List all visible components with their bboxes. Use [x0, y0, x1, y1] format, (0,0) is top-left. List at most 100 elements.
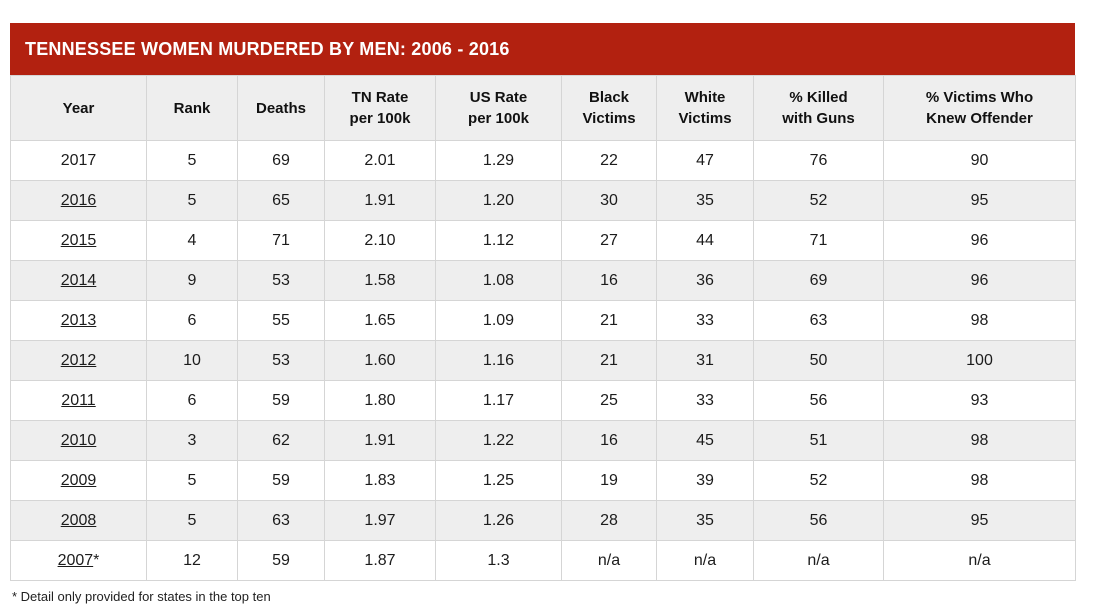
year-link[interactable]: 2008	[60, 511, 97, 529]
tn-rate-cell: 1.58	[324, 260, 436, 301]
rank-cell: 12	[146, 540, 238, 581]
white-victims-cell: 47	[656, 140, 754, 181]
pct-knew-offender-cell: 98	[883, 300, 1076, 341]
pct-killed-with-guns-cell: 71	[753, 220, 884, 261]
year-cell: 2012	[10, 340, 147, 381]
black-victims-cell: 19	[561, 460, 657, 501]
pct-knew-offender-cell: 100	[883, 340, 1076, 381]
pct-killed-with-guns-cell: 69	[753, 260, 884, 301]
table-row: 2010 3 62 1.91 1.22 16 45 51 98	[10, 420, 1076, 461]
table-row: 2007* 12 59 1.87 1.3 n/a n/a n/a n/a	[10, 540, 1076, 581]
tn-rate-cell: 1.65	[324, 300, 436, 341]
year-link[interactable]: 2015	[60, 231, 97, 249]
us-rate-cell: 1.20	[435, 180, 562, 221]
year-cell: 2013	[10, 300, 147, 341]
pct-knew-offender-cell: 95	[883, 180, 1076, 221]
us-rate-cell: 1.17	[435, 380, 562, 421]
black-victims-cell: 21	[561, 300, 657, 341]
deaths-cell: 71	[237, 220, 325, 261]
table-body: 2017 5 69 2.01 1.29 22 47 76 90 2016 5 65 1.91 1.20 30…	[10, 140, 1076, 581]
rank-cell: 5	[146, 140, 238, 181]
pct-killed-with-guns-cell: 56	[753, 500, 884, 541]
year-link[interactable]: 2013	[60, 311, 97, 329]
table-header: Year Rank Deaths TN Rate per 100k US Rat…	[10, 75, 1076, 141]
us-rate-cell: 1.26	[435, 500, 562, 541]
year-link[interactable]: 2014	[60, 271, 97, 289]
pct-knew-offender-cell: 98	[883, 460, 1076, 501]
white-victims-cell: 33	[656, 300, 754, 341]
pct-knew-offender-cell: 93	[883, 380, 1076, 421]
pct-killed-with-guns-cell: 52	[753, 180, 884, 221]
pct-killed-with-guns-cell: 56	[753, 380, 884, 421]
pct-killed-with-guns-cell: 76	[753, 140, 884, 181]
table-row: 2012 10 53 1.60 1.16 21 31 50 100	[10, 340, 1076, 381]
white-victims-cell: 31	[656, 340, 754, 381]
white-victims-cell: 33	[656, 380, 754, 421]
black-victims-cell: 16	[561, 260, 657, 301]
rank-cell: 4	[146, 220, 238, 261]
deaths-cell: 59	[237, 380, 325, 421]
year-link[interactable]: 2009	[60, 471, 97, 489]
year-cell: 2015	[10, 220, 147, 261]
rank-cell: 9	[146, 260, 238, 301]
table-row: 2013 6 55 1.65 1.09 21 33 63 98	[10, 300, 1076, 341]
deaths-cell: 62	[237, 420, 325, 461]
tn-rate-cell: 1.60	[324, 340, 436, 381]
column-header-black-victims: Black Victims	[561, 75, 657, 141]
pct-knew-offender-cell: 98	[883, 420, 1076, 461]
column-header-year: Year	[10, 75, 147, 141]
year-link[interactable]: 2012	[60, 351, 97, 369]
deaths-cell: 69	[237, 140, 325, 181]
us-rate-cell: 1.09	[435, 300, 562, 341]
black-victims-cell: 28	[561, 500, 657, 541]
white-victims-cell: 35	[656, 500, 754, 541]
year-cell: 2010	[10, 420, 147, 461]
rank-cell: 6	[146, 300, 238, 341]
tn-rate-cell: 1.91	[324, 180, 436, 221]
footnote: * Detail only provided for states in the…	[12, 589, 271, 604]
us-rate-cell: 1.22	[435, 420, 562, 461]
column-header-tn-rate: TN Rate per 100k	[324, 75, 436, 141]
year-link[interactable]: 2007	[57, 551, 94, 569]
rank-cell: 5	[146, 460, 238, 501]
rank-cell: 5	[146, 500, 238, 541]
pct-knew-offender-cell: 90	[883, 140, 1076, 181]
white-victims-cell: 44	[656, 220, 754, 261]
black-victims-cell: 30	[561, 180, 657, 221]
header-row: Year Rank Deaths TN Rate per 100k US Rat…	[10, 75, 1076, 141]
year-cell: 2009	[10, 460, 147, 501]
pct-knew-offender-cell: 96	[883, 220, 1076, 261]
title-banner: TENNESSEE WOMEN MURDERED BY MEN: 2006 - …	[10, 23, 1075, 75]
pct-killed-with-guns-cell: 50	[753, 340, 884, 381]
column-header-pct-guns: % Killed with Guns	[753, 75, 884, 141]
us-rate-cell: 1.12	[435, 220, 562, 261]
column-header-deaths: Deaths	[237, 75, 325, 141]
column-header-white-victims: White Victims	[656, 75, 754, 141]
rank-cell: 3	[146, 420, 238, 461]
rank-cell: 6	[146, 380, 238, 421]
tn-rate-cell: 1.83	[324, 460, 436, 501]
pct-killed-with-guns-cell: 52	[753, 460, 884, 501]
table-row: 2016 5 65 1.91 1.20 30 35 52 95	[10, 180, 1076, 221]
pct-killed-with-guns-cell: 63	[753, 300, 884, 341]
tn-rate-cell: 1.97	[324, 500, 436, 541]
deaths-cell: 65	[237, 180, 325, 221]
deaths-cell: 59	[237, 460, 325, 501]
table-row: 2008 5 63 1.97 1.26 28 35 56 95	[10, 500, 1076, 541]
pct-killed-with-guns-cell: 51	[753, 420, 884, 461]
deaths-cell: 53	[237, 260, 325, 301]
data-table: Year Rank Deaths TN Rate per 100k US Rat…	[10, 75, 1076, 581]
year-cell: 2007*	[10, 540, 147, 581]
us-rate-cell: 1.16	[435, 340, 562, 381]
footnote-marker: *	[93, 551, 100, 569]
pct-knew-offender-cell: 96	[883, 260, 1076, 301]
black-victims-cell: 16	[561, 420, 657, 461]
year-link[interactable]: 2011	[61, 391, 96, 409]
year-link[interactable]: 2010	[60, 431, 97, 449]
year-cell: 2014	[10, 260, 147, 301]
table-row: 2015 4 71 2.10 1.12 27 44 71 96	[10, 220, 1076, 261]
table-container: TENNESSEE WOMEN MURDERED BY MEN: 2006 - …	[10, 23, 1076, 604]
pct-killed-with-guns-cell: n/a	[753, 540, 884, 581]
year-cell: 2008	[10, 500, 147, 541]
year-link[interactable]: 2016	[60, 191, 97, 209]
